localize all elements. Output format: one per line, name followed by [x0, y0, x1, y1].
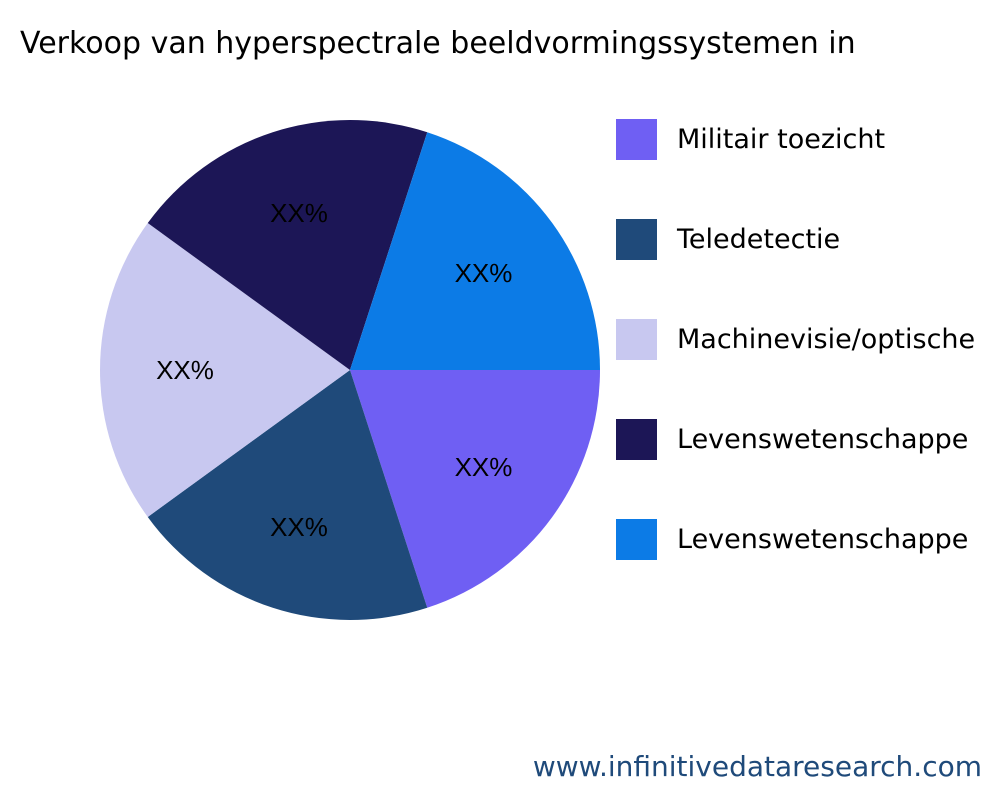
legend-swatch [616, 419, 657, 460]
legend-label: Teledetectie [677, 224, 841, 255]
slice-data-label: XX% [270, 512, 328, 542]
pie-slice [100, 223, 350, 517]
legend-label: Levenswetenschappe [677, 424, 969, 455]
pie-slice [350, 132, 600, 370]
slice-data-label: XX% [156, 355, 214, 385]
legend-label: Levenswetenschappe [677, 524, 969, 555]
pie-slice [147, 120, 428, 370]
pie-slice [350, 370, 600, 608]
legend-swatch [616, 119, 657, 160]
legend-label: Militair toezicht [677, 124, 886, 155]
legend-swatch [616, 219, 657, 260]
slice-data-label: XX% [455, 258, 513, 288]
slice-data-label: XX% [455, 452, 513, 482]
pie-slice [147, 370, 428, 620]
legend-swatch [616, 519, 657, 560]
legend-label: Machinevisie/optische [677, 324, 976, 355]
chart-title: Verkoop van hyperspectrale beeldvormings… [20, 26, 856, 61]
legend-swatch [616, 319, 657, 360]
slice-data-label: XX% [270, 198, 328, 228]
footer-url[interactable]: www.infinitivedataresearch.com [532, 750, 982, 783]
